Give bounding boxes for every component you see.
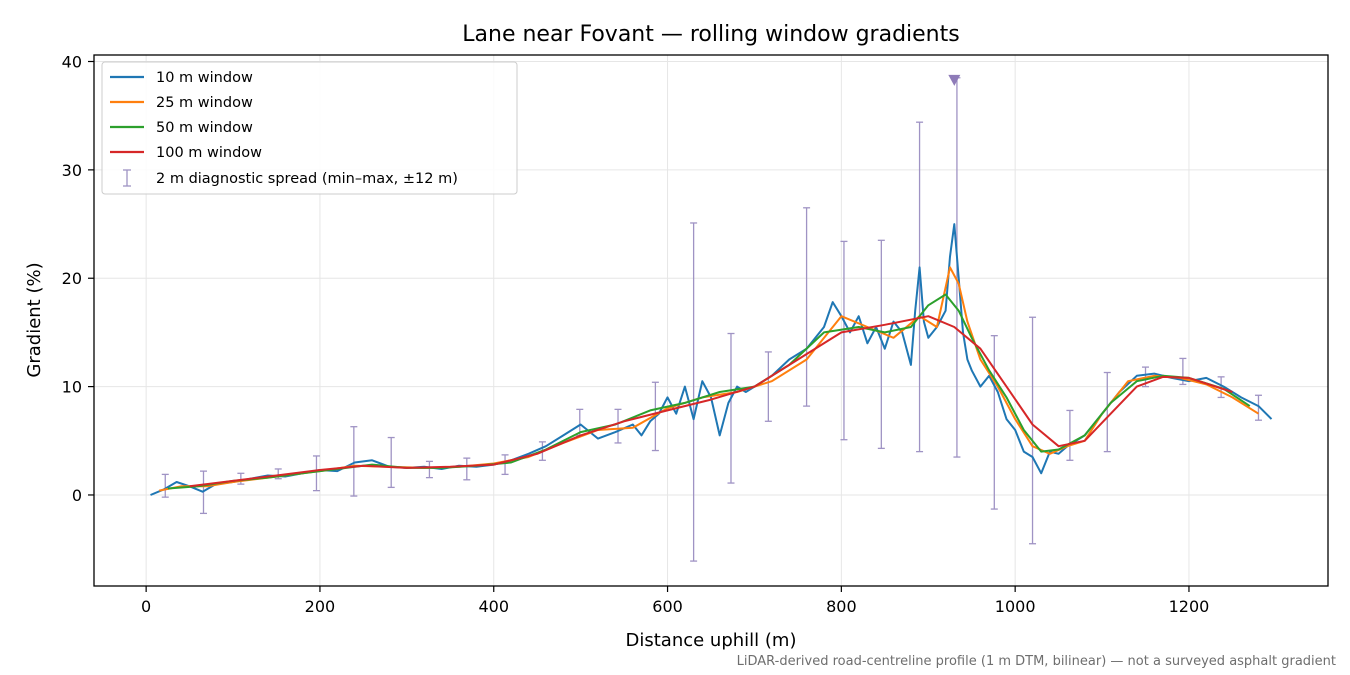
x-axis-ticks: 0 200 400 600 800 1000 1200	[141, 586, 1209, 616]
error-bar-2	[237, 472, 245, 485]
error-bar-12	[614, 408, 622, 444]
error-bar-18	[840, 240, 848, 441]
legend-box	[101, 61, 518, 195]
error-bar-15	[727, 332, 735, 484]
x-axis-label: Distance uphill (m)	[626, 630, 797, 651]
error-bar-20	[916, 121, 924, 453]
series-lines	[150, 223, 1273, 496]
series-line-2	[167, 293, 1251, 490]
x-tick-label-0: 0	[141, 597, 151, 616]
error-bar-14	[690, 222, 698, 562]
y-axis-label: Gradient (%)	[24, 262, 45, 377]
legend-swatch-errorbar	[123, 169, 131, 187]
plot-frame	[93, 54, 1329, 587]
x-tick-label-200: 200	[305, 597, 336, 616]
legend-label-25m: 25 m window	[156, 95, 253, 111]
x-tick-label-800: 800	[826, 597, 857, 616]
x-tick-label-1200: 1200	[1169, 597, 1210, 616]
error-bar-7	[425, 460, 433, 479]
y-tick-label-20: 20	[62, 269, 82, 288]
y-axis-ticks: 0 10 20 30 40	[62, 53, 94, 505]
error-bar-16	[764, 351, 772, 422]
error-bar-9	[501, 454, 509, 476]
error-bar-23	[1029, 316, 1037, 545]
x-tick-label-1000: 1000	[995, 597, 1036, 616]
error-bar-29	[1254, 394, 1262, 421]
x-tick-label-600: 600	[652, 597, 683, 616]
error-bar-17	[803, 207, 811, 407]
error-bar-4	[312, 455, 320, 492]
legend-label-100m: 100 m window	[156, 145, 262, 161]
error-bar-19	[877, 239, 885, 450]
error-bar-6	[387, 436, 395, 489]
error-bar-22	[990, 335, 998, 510]
legend-label-50m: 50 m window	[156, 120, 253, 136]
error-bar-5	[350, 426, 358, 497]
error-bar-8	[463, 457, 471, 481]
error-bars	[161, 74, 1262, 562]
series-line-3	[189, 315, 1233, 488]
legend: 10 m window 25 m window 50 m window 100 …	[101, 61, 518, 195]
y-tick-label-10: 10	[62, 378, 82, 397]
legend-label-10m: 10 m window	[156, 70, 253, 86]
footnote: LiDAR-derived road-centreline profile (1…	[737, 654, 1336, 669]
y-tick-label-30: 30	[62, 161, 82, 180]
error-bar-25	[1103, 371, 1111, 453]
y-tick-label-0: 0	[72, 486, 82, 505]
x-tick-label-400: 400	[478, 597, 509, 616]
chart-title: Lane near Fovant — rolling window gradie…	[462, 22, 959, 47]
error-bar-24	[1066, 409, 1074, 461]
error-bar-0	[161, 473, 169, 498]
y-tick-label-40: 40	[62, 53, 82, 72]
legend-label-errorbar: 2 m diagnostic spread (min–max, ±12 m)	[156, 171, 458, 187]
clipped-spread-marker	[948, 74, 961, 86]
